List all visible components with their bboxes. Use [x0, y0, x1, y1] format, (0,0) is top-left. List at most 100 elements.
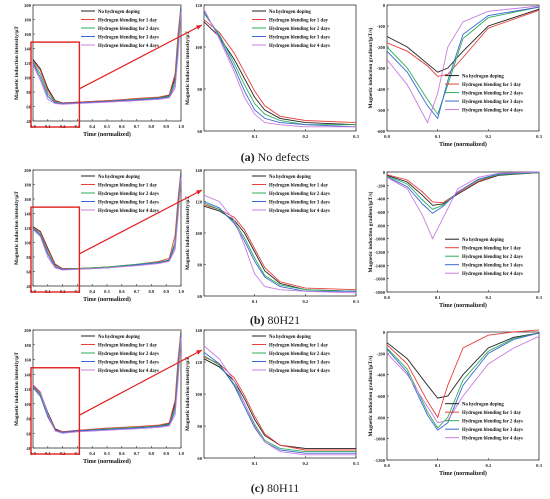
y-tick-label: -400 [377, 373, 386, 378]
legend-label: Hydrogen blending for 3 days [269, 360, 330, 365]
legend-label: Hydrogen blending for 2 days [269, 352, 330, 357]
x-tick-label: 0.6 [119, 289, 125, 294]
x-tick-label: 0.8 [149, 124, 155, 129]
y-tick-label: 140 [195, 168, 203, 173]
series-line-4 [203, 201, 356, 292]
legend-label: Hydrogen blending for 2 days [98, 192, 159, 197]
y-tick-label: -200 [377, 183, 386, 188]
x-tick-label: 0.7 [134, 124, 140, 129]
x-tick-label: 0.3 [353, 461, 359, 466]
plot-frame [386, 4, 540, 132]
x-tick-label: 0.9 [163, 451, 169, 456]
x-tick-label: 0.0 [384, 463, 390, 468]
x-tick-label: 0.3 [536, 134, 542, 139]
y-tick-label: -400 [377, 87, 386, 92]
y-tick-label: -800 [377, 223, 386, 228]
y-tick-label: -200 [377, 351, 386, 356]
chart-b-zoom: 60 80 100 120 140 0.1 0.2 0.3 Magnetic induction… [185, 168, 360, 304]
series-line-3 [386, 332, 540, 429]
y-tick-label: 200 [24, 328, 32, 333]
x-tick-label: 0.1 [252, 134, 258, 139]
y-tick-label: -200 [377, 45, 386, 50]
x-tick-label: 1.0 [178, 124, 184, 129]
x-tick-label: 0.8 [149, 451, 155, 456]
legend-label: Hydrogen blending for 3 days [462, 100, 523, 105]
caption-b: (b) 80H21 [0, 313, 550, 328]
x-axis-title: Time (normalized) [439, 141, 487, 148]
legend-label: Hydrogen blending for 3 days [98, 360, 159, 365]
y-tick-label: 200 [24, 3, 32, 8]
zoom-callout-box [30, 41, 81, 128]
x-tick-label: 0.7 [134, 451, 140, 456]
y-tick-label: 120 [195, 3, 203, 8]
x-tick-label: 1.0 [178, 289, 184, 294]
legend-label: Hydrogen blending for 4 days [98, 369, 159, 374]
y-tick-label: 120 [24, 226, 32, 231]
legend-label: Hydrogen blending for 1 day [98, 183, 158, 188]
y-tick-label: 80 [26, 417, 31, 422]
y-tick-label: -600 [377, 210, 386, 215]
x-tick-label: 0.8 [149, 289, 155, 294]
x-tick-label: 0.3 [536, 463, 542, 468]
x-tick-label: 0.3 [353, 299, 359, 304]
x-tick-label: 0.1 [435, 463, 441, 468]
y-tick-label: 60 [197, 129, 202, 134]
legend-label: Hydrogen blending for 3 days [462, 264, 523, 269]
legend-label: Hydrogen blending for 4 days [98, 209, 159, 214]
y-tick-label: -300 [377, 66, 386, 71]
legend-label: Hydrogen blending for 3 days [98, 200, 159, 205]
series-line-5 [32, 337, 182, 434]
caption-a-text: No defects [257, 150, 310, 164]
series-line-4 [386, 6, 540, 120]
x-tick-label: 0.2 [485, 134, 491, 139]
x-axis-title: Time (normalized) [83, 131, 131, 138]
legend-label: Hydrogen blending for 1 day [98, 18, 158, 23]
y-tick-label: -800 [377, 415, 386, 420]
y-tick-label: -100 [377, 24, 386, 29]
y-tick-label: 60 [26, 105, 31, 110]
x-tick-label: 0.6 [119, 451, 125, 456]
series-line-2 [203, 356, 356, 451]
legend-label: Hydrogen blending for 3 days [98, 35, 159, 40]
y-tick-label: 80 [197, 87, 202, 92]
legend-label: Hydrogen blending for 1 day [462, 411, 522, 416]
series-line-4 [203, 352, 356, 454]
y-tick-label: 180 [24, 18, 32, 23]
legend-label: Hydrogen blending for 4 days [462, 436, 523, 441]
legend-label: Hydrogen blending for 2 days [98, 27, 159, 32]
legend-label: Hydrogen blending for 1 day [269, 183, 329, 188]
x-tick-label: 0.4 [89, 124, 95, 129]
x-tick-label: 1.0 [178, 451, 184, 456]
legend-label: No hydrogen doping [98, 335, 140, 340]
x-tick-label: 0.1 [252, 299, 258, 304]
series-line-5 [32, 12, 182, 105]
series-line-1 [386, 332, 540, 399]
series-line-5 [32, 177, 182, 271]
legend-label: No hydrogen doping [269, 175, 311, 180]
y-tick-label: 40 [26, 446, 31, 451]
caption-c: (c) 80H11 [0, 481, 550, 496]
caption-a: (a) No defects [0, 150, 550, 165]
chart-a-zoom: 60 80 100 120 0.1 0.2 0.3 Magnetic induction in… [185, 3, 360, 139]
series-line-5 [203, 8, 356, 128]
caption-b-letter: (b) [249, 313, 265, 327]
series-line-5 [203, 345, 356, 456]
x-tick-label: 0.2 [302, 134, 308, 139]
legend-label: Hydrogen blending for 4 days [269, 369, 330, 374]
legend-label: Hydrogen blending for 4 days [462, 272, 523, 277]
caption-b-text: 80H21 [267, 313, 301, 327]
x-axis-title: Time (normalized) [439, 470, 487, 477]
x-tick-label: 0.5 [104, 451, 110, 456]
legend-label: Hydrogen blending for 2 days [462, 255, 523, 260]
x-tick-label: 0.0 [384, 295, 390, 300]
legend-label: No hydrogen doping [462, 74, 504, 79]
plot-frame [203, 329, 357, 459]
y-tick-label: 140 [24, 47, 32, 52]
series-line-4 [386, 171, 540, 214]
x-tick-label: 0.5 [104, 124, 110, 129]
x-tick-label: 0.5 [104, 289, 110, 294]
y-tick-label: 60 [26, 270, 31, 275]
